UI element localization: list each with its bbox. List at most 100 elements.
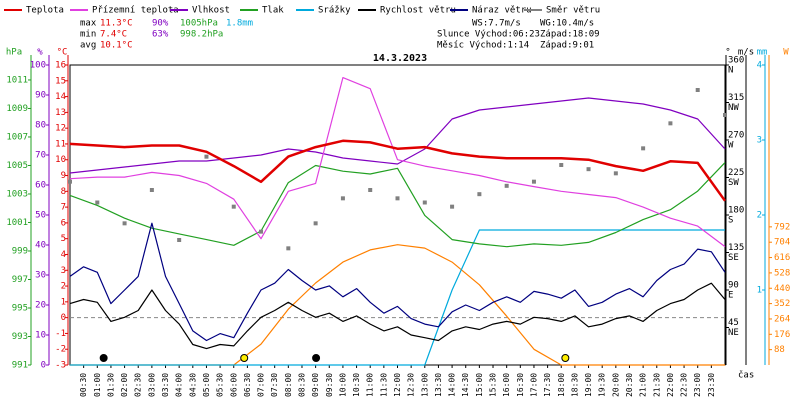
axis-tick-label: 1007 <box>6 132 28 142</box>
axis-tick-label: 12 <box>55 124 66 134</box>
x-tick-label: 11:00 <box>366 373 375 397</box>
axis-unit: °C <box>57 48 68 58</box>
x-tick-label: 13:30 <box>434 373 443 397</box>
x-tick-label: 09:30 <box>325 373 334 397</box>
axis-tick-label: 264 <box>774 314 790 324</box>
x-tick-label: 11:30 <box>379 373 388 397</box>
axis-tick-label: 270 <box>728 131 744 141</box>
axis-tick-label: 3 <box>61 266 66 276</box>
stat-value: 11.3°C <box>100 19 133 29</box>
axis-unit: % <box>37 48 43 58</box>
axis-tick-label: -1 <box>55 329 66 339</box>
axis-tick-label: S <box>728 216 733 226</box>
stat-value: 63% <box>152 30 169 40</box>
stat-label: avg <box>80 41 96 51</box>
x-tick-label: 06:00 <box>229 373 238 397</box>
wind-direction-point <box>149 188 154 192</box>
x-tick-label: 02:30 <box>134 373 143 397</box>
wind-direction-point <box>122 221 127 226</box>
x-tick-label: 06:30 <box>243 373 252 397</box>
x-tick-label: 01:30 <box>106 373 115 397</box>
axis-tick-label: 991 <box>12 361 28 371</box>
axis-tick-label: 352 <box>774 299 790 309</box>
axis-tick-label: 997 <box>12 275 28 285</box>
x-tick-label: 17:30 <box>543 373 552 397</box>
axis-tick-label: 13 <box>55 108 66 118</box>
axis-tick-label: 225 <box>728 168 744 178</box>
stat-label: min <box>80 30 96 40</box>
axis-tick-label: W <box>728 141 734 151</box>
stat-value: 90% <box>152 19 169 29</box>
wind-direction-point <box>422 200 427 205</box>
moon-marker <box>312 354 321 362</box>
legend-label: Srážky <box>318 6 351 16</box>
x-tick-label: 08:30 <box>297 373 306 397</box>
stat-value: 1.8mm <box>226 19 253 29</box>
axis-tick-label: 4 <box>757 61 762 71</box>
x-tick-label: 21:30 <box>652 373 661 397</box>
x-tick-label: 03:30 <box>161 373 170 397</box>
series-line <box>69 97 726 174</box>
wind-stat: WG:10.4m/s <box>540 19 594 29</box>
x-tick-label: 17:00 <box>529 373 538 397</box>
legend-label: Rychlost větru <box>380 6 456 16</box>
x-tick-label: 10:00 <box>338 373 347 397</box>
axis-tick-label: 6 <box>61 218 66 228</box>
axis-tick-label: 1009 <box>6 104 28 114</box>
x-tick-label: 07:00 <box>257 373 266 397</box>
axis-tick-label: NE <box>728 328 739 338</box>
wind-direction-point <box>395 196 400 201</box>
axis-tick-label: 80 <box>35 121 46 131</box>
wind-direction-point <box>613 171 618 176</box>
x-tick-label: 01:00 <box>93 373 102 397</box>
axis-tick-label: 1001 <box>6 218 28 228</box>
axis-tick-label: 8 <box>61 187 66 197</box>
x-tick-label: 19:30 <box>598 373 607 397</box>
x-tick-label: 18:00 <box>557 373 566 397</box>
legend-label: Směr větru <box>546 6 600 16</box>
wind-direction-point <box>204 154 209 159</box>
series-line <box>69 139 727 202</box>
x-tick-label: 19:00 <box>584 373 593 397</box>
x-tick-label: 00:30 <box>79 373 88 397</box>
x-tick-label: 05:00 <box>202 373 211 397</box>
axis-tick-label: 45 <box>728 318 739 328</box>
axis-tick-label: 993 <box>12 332 28 342</box>
wind-direction-point <box>368 188 373 192</box>
wind-direction-point <box>723 113 727 117</box>
axis-tick-label: 2 <box>61 282 66 292</box>
x-tick-label: 12:30 <box>407 373 416 397</box>
axis-tick-label: E <box>728 291 733 301</box>
x-tick-label: 07:30 <box>270 373 279 397</box>
wind-direction-point <box>177 238 182 242</box>
x-tick-label: 23:00 <box>693 373 702 397</box>
axis-tick-label: 50 <box>35 211 46 221</box>
axis-tick-label: 1 <box>61 297 66 307</box>
wind-direction-point <box>695 88 700 92</box>
axis-tick-label: 995 <box>12 303 28 313</box>
axis-tick-label: 88 <box>774 345 785 355</box>
axis-tick-label: 1005 <box>6 161 28 171</box>
wind-direction-point <box>231 204 236 209</box>
axis-unit: mm <box>757 48 768 58</box>
axis-tick-label: 40 <box>35 241 46 251</box>
axis-tick-label: 60 <box>35 181 46 191</box>
axis-tick-label: 792 <box>774 222 790 232</box>
sun-marker <box>240 354 249 362</box>
wind-direction-point <box>586 167 591 172</box>
wind-direction-point <box>68 179 72 184</box>
axis-tick-label: 30 <box>35 271 46 281</box>
axis-tick-label: 0 <box>41 361 46 371</box>
axis-tick-label: 14 <box>55 92 66 102</box>
axis-tick-label: 4 <box>61 250 66 260</box>
axis-tick-label: 0 <box>61 313 66 323</box>
legend-label: Náraz větru <box>472 6 532 16</box>
x-tick-label: 16:00 <box>502 373 511 397</box>
axis-tick-label: 11 <box>55 139 66 149</box>
axis-tick-label: 2 <box>757 211 762 221</box>
wind-direction-point <box>95 200 100 205</box>
axis-tick-label: 5 <box>61 234 66 244</box>
axis-tick-label: N <box>728 66 733 76</box>
